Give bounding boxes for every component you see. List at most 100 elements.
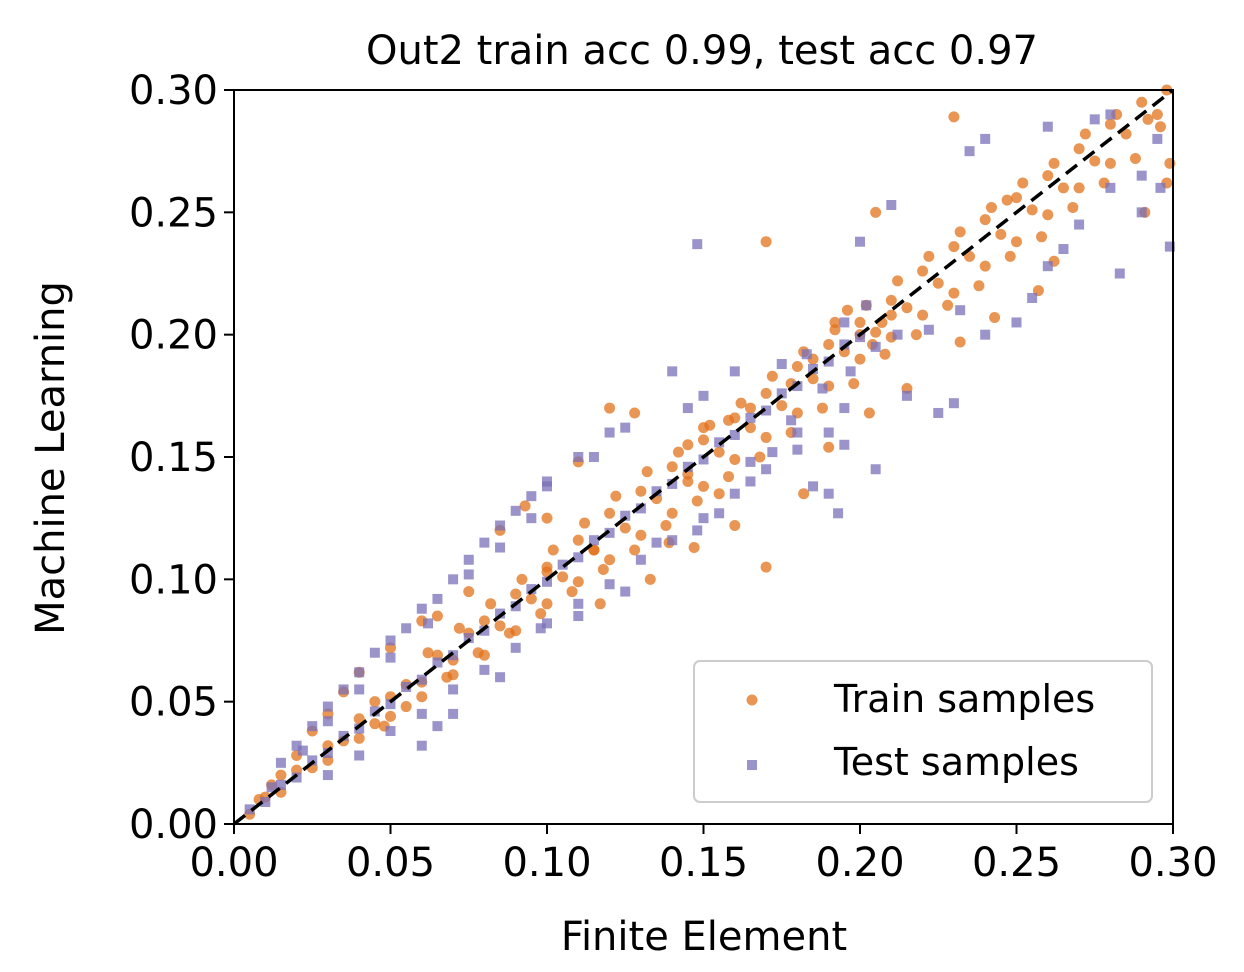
- test-sample-point: [354, 667, 365, 678]
- train-sample-point: [1004, 250, 1016, 262]
- train-sample-point: [572, 576, 584, 588]
- test-sample-point: [729, 366, 740, 377]
- test-sample-point: [338, 684, 349, 695]
- train-sample-point: [713, 446, 725, 458]
- test-sample-point: [698, 513, 709, 524]
- test-sample-point: [1058, 244, 1069, 255]
- train-sample-point: [917, 265, 929, 277]
- train-sample-point: [353, 732, 365, 744]
- train-sample-point: [885, 309, 897, 321]
- train-sample-point: [1067, 201, 1079, 213]
- train-sample-point: [848, 378, 860, 390]
- train-sample-point: [431, 610, 443, 622]
- test-sample-point: [823, 427, 834, 438]
- train-sample-point: [629, 544, 641, 556]
- test-sample-point: [833, 508, 844, 519]
- test-sample-point: [1042, 121, 1053, 132]
- train-sample-point: [798, 488, 810, 500]
- train-sample-point: [463, 586, 475, 598]
- test-sample-point: [260, 796, 271, 807]
- train-sample-point: [985, 201, 997, 213]
- test-sample-point: [322, 701, 333, 712]
- y-tick-label: 0.30: [129, 68, 218, 114]
- train-sample-point: [698, 434, 709, 446]
- test-sample-point: [588, 535, 599, 546]
- train-sample-point: [892, 275, 904, 287]
- train-sample-point: [579, 517, 591, 529]
- test-sample-point: [1042, 261, 1053, 272]
- reference-diagonal-line: [232, 88, 1175, 826]
- train-sample-point: [557, 571, 569, 583]
- test-sample-point: [620, 510, 631, 521]
- train-sample-point: [400, 701, 412, 713]
- test-sample-point: [714, 508, 725, 519]
- test-sample-point: [495, 672, 506, 683]
- train-sample-point: [1036, 231, 1048, 243]
- test-sample-point: [1105, 109, 1116, 120]
- train-sample-point: [516, 573, 528, 585]
- test-sample-point: [432, 721, 443, 732]
- x-tick-label: 0.10: [502, 840, 591, 886]
- test-sample-point: [463, 633, 474, 644]
- test-sample-point: [808, 363, 819, 374]
- test-sample-point: [1074, 219, 1085, 230]
- train-sample-point: [1073, 182, 1085, 194]
- test-sample-point: [479, 664, 490, 675]
- train-sample-point: [416, 691, 428, 703]
- test-sample-point: [948, 398, 959, 409]
- test-sample-point: [291, 772, 302, 783]
- train-sample-point: [744, 402, 756, 414]
- train-sample-point: [660, 520, 672, 532]
- test-sample-point: [870, 464, 881, 475]
- train-sample-point: [948, 287, 960, 299]
- train-sample-point: [629, 407, 641, 419]
- test-sample-point: [761, 405, 772, 416]
- y-axis: 0.00 0.05 0.10 0.15 0.20 0.25 0.30: [129, 68, 234, 848]
- test-sample-point: [463, 554, 474, 565]
- train-sample-point: [604, 402, 616, 414]
- x-tick-label: 0.00: [189, 840, 278, 886]
- y-tick-label: 0.10: [129, 557, 218, 603]
- test-sample-point: [432, 593, 443, 604]
- test-sample-point: [416, 708, 427, 719]
- train-sample-point: [1011, 236, 1022, 248]
- train-sample-point: [989, 312, 1001, 324]
- test-sample-point: [776, 388, 787, 399]
- test-sample-point: [479, 625, 490, 636]
- test-sample-point: [839, 317, 850, 328]
- train-sample-point: [1073, 143, 1085, 155]
- train-sample-point: [901, 302, 913, 314]
- train-sample-point: [275, 769, 287, 781]
- test-sample-point: [855, 236, 865, 247]
- test-sample-point: [510, 601, 521, 612]
- test-sample-point: [307, 755, 318, 766]
- test-sample-point: [1027, 292, 1038, 303]
- test-sample-point: [291, 740, 302, 751]
- test-sample-point: [369, 647, 380, 658]
- y-tick-label: 0.15: [129, 435, 218, 481]
- test-sample-point: [761, 464, 772, 475]
- train-sample-point: [870, 326, 882, 338]
- test-sample-point: [423, 618, 434, 629]
- test-sample-point: [369, 706, 380, 717]
- train-sample-point: [641, 466, 653, 478]
- train-sample-point: [510, 588, 522, 600]
- train-sample-point: [541, 598, 553, 610]
- train-sample-point: [594, 598, 606, 610]
- train-sample-point: [666, 461, 678, 473]
- train-sample-point: [422, 647, 434, 659]
- test-sample-point: [1136, 170, 1147, 181]
- x-tick-label: 0.15: [659, 840, 748, 886]
- train-sample-point: [995, 228, 1007, 240]
- test-sample-point: [495, 520, 506, 531]
- train-sample-point: [672, 446, 684, 458]
- train-sample-point: [1026, 204, 1038, 216]
- train-sample-point: [1104, 157, 1116, 169]
- x-tick-label: 0.25: [972, 840, 1061, 886]
- legend-train-marker: [746, 694, 758, 706]
- train-sample-point: [879, 348, 891, 360]
- test-sample-point: [604, 527, 615, 538]
- train-sample-point: [964, 250, 976, 262]
- train-sample-point: [369, 718, 381, 730]
- test-sample-point: [955, 305, 966, 316]
